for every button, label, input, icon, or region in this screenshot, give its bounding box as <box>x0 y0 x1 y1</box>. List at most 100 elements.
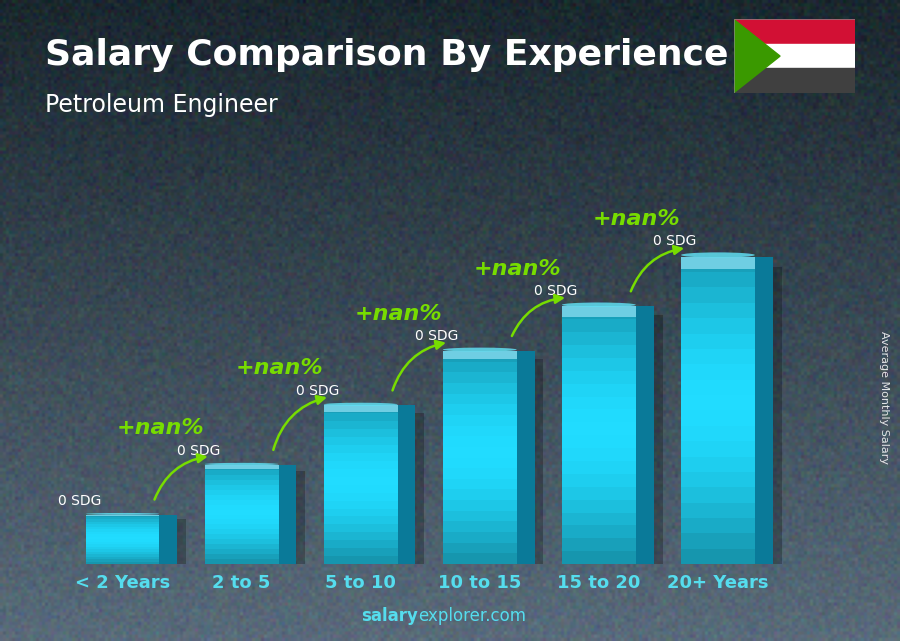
Bar <box>734 44 855 69</box>
Bar <box>86 515 159 517</box>
Bar <box>204 559 278 564</box>
Bar <box>681 333 755 349</box>
Bar <box>324 469 398 477</box>
Bar <box>324 517 398 524</box>
Bar <box>681 518 755 533</box>
Bar <box>681 487 755 503</box>
Text: Petroleum Engineer: Petroleum Engineer <box>45 93 278 117</box>
Bar <box>443 383 517 394</box>
Bar <box>86 517 159 519</box>
Bar <box>443 511 517 521</box>
Bar <box>86 532 159 535</box>
Bar <box>86 524 159 527</box>
Bar <box>562 319 635 332</box>
Bar <box>443 351 517 362</box>
Bar <box>324 429 398 437</box>
Bar <box>562 384 635 397</box>
Bar <box>681 395 755 410</box>
Polygon shape <box>734 19 780 93</box>
Bar <box>443 521 517 532</box>
FancyBboxPatch shape <box>351 413 425 568</box>
Text: 0 SDG: 0 SDG <box>653 235 697 248</box>
Bar <box>204 495 278 499</box>
Bar <box>562 370 635 384</box>
Bar <box>204 475 278 480</box>
Polygon shape <box>398 406 416 564</box>
FancyBboxPatch shape <box>231 471 305 568</box>
Bar <box>681 533 755 549</box>
Bar <box>681 472 755 487</box>
Bar <box>681 503 755 518</box>
Bar <box>443 532 517 543</box>
Bar <box>324 477 398 485</box>
Bar <box>86 554 159 556</box>
Bar <box>562 461 635 474</box>
Bar <box>443 500 517 511</box>
Bar <box>562 551 635 564</box>
Bar <box>324 501 398 508</box>
Bar <box>86 537 159 539</box>
Ellipse shape <box>562 303 635 307</box>
Bar <box>681 426 755 441</box>
Bar <box>443 490 517 500</box>
Bar <box>443 553 517 564</box>
Text: Average Monthly Salary: Average Monthly Salary <box>878 331 889 464</box>
Text: +nan%: +nan% <box>474 259 562 279</box>
Text: +nan%: +nan% <box>117 418 204 438</box>
Bar <box>86 559 159 562</box>
Polygon shape <box>278 465 296 564</box>
Bar <box>562 487 635 499</box>
Bar <box>443 404 517 415</box>
Bar <box>562 345 635 358</box>
Bar <box>681 303 755 318</box>
Bar <box>204 519 278 524</box>
Bar <box>324 508 398 517</box>
Bar <box>734 19 855 44</box>
Bar <box>562 435 635 448</box>
Bar <box>204 470 278 475</box>
Ellipse shape <box>324 403 398 406</box>
Bar <box>324 461 398 469</box>
Bar <box>443 458 517 468</box>
Text: +nan%: +nan% <box>593 210 680 229</box>
Text: salary: salary <box>362 607 418 625</box>
Bar <box>443 426 517 436</box>
Polygon shape <box>159 515 177 564</box>
Bar <box>204 465 278 469</box>
Bar <box>681 549 755 564</box>
Ellipse shape <box>204 463 278 465</box>
Bar <box>204 549 278 554</box>
Bar <box>86 562 159 564</box>
Bar <box>562 397 635 410</box>
Ellipse shape <box>86 513 159 515</box>
Bar <box>562 306 635 317</box>
Text: explorer.com: explorer.com <box>418 607 526 625</box>
Bar <box>86 529 159 532</box>
Bar <box>443 447 517 458</box>
Bar <box>562 358 635 370</box>
Bar <box>86 542 159 544</box>
Text: +nan%: +nan% <box>355 304 443 324</box>
FancyBboxPatch shape <box>112 519 186 568</box>
Bar <box>443 468 517 479</box>
Bar <box>86 549 159 552</box>
Bar <box>86 556 159 559</box>
Bar <box>443 394 517 404</box>
Ellipse shape <box>681 253 755 258</box>
Bar <box>443 415 517 426</box>
Text: 0 SDG: 0 SDG <box>415 329 459 344</box>
Polygon shape <box>517 351 535 564</box>
Bar <box>204 485 278 490</box>
Ellipse shape <box>443 347 517 352</box>
Text: +nan%: +nan% <box>236 358 323 378</box>
Bar <box>204 554 278 559</box>
Bar <box>204 504 278 510</box>
FancyBboxPatch shape <box>470 359 544 568</box>
Text: 0 SDG: 0 SDG <box>535 285 578 298</box>
Bar <box>562 499 635 513</box>
Text: 0 SDG: 0 SDG <box>58 494 102 508</box>
Bar <box>86 547 159 549</box>
FancyBboxPatch shape <box>707 267 781 568</box>
Bar <box>443 362 517 372</box>
Bar <box>204 524 278 529</box>
